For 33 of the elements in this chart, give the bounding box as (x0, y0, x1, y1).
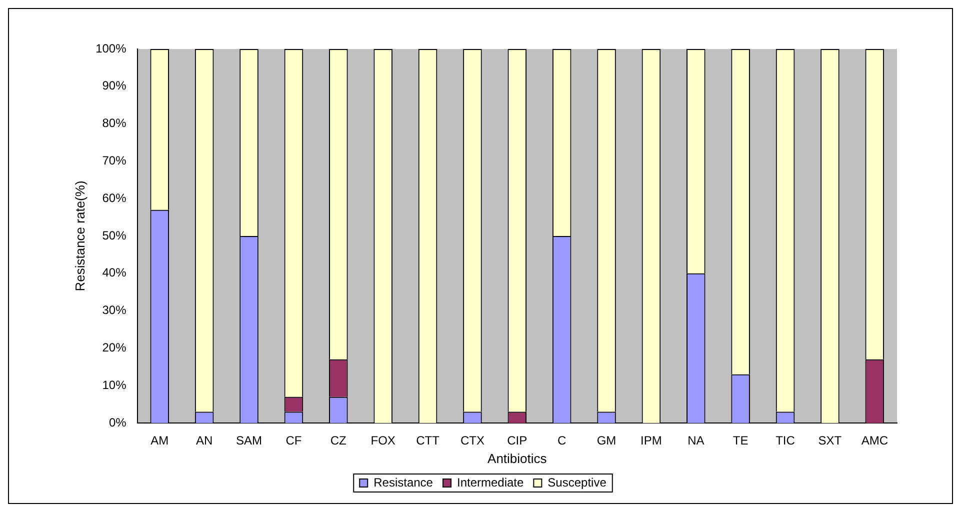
y-tick-label: 40% (102, 266, 127, 280)
y-tick-label: 0% (108, 415, 127, 430)
x-tick-label: FOX (370, 434, 396, 448)
x-tick-label: CIP (507, 434, 528, 448)
legend-label: Intermediate (456, 475, 524, 490)
x-tick-label: SAM (236, 434, 262, 448)
y-tick-label: 50% (102, 228, 127, 242)
y-tick-label: 70% (102, 154, 127, 168)
y-tick-label: 20% (102, 340, 127, 355)
x-tick-label: SXT (818, 434, 842, 448)
y-axis-title: Resistance rate(%) (72, 180, 88, 292)
x-tick-label: AMC (861, 434, 888, 448)
y-tick-label: 100% (96, 41, 127, 56)
x-tick-label: TIC (776, 434, 796, 448)
x-tick-label: GM (596, 434, 616, 448)
y-tick-label: 90% (102, 78, 127, 93)
x-tick-label: CF (286, 434, 302, 448)
legend-label: Susceptive (548, 475, 607, 490)
x-tick-label: CTX (460, 434, 484, 448)
x-tick-label: CTT (416, 434, 440, 448)
x-tick-label: IPM (640, 434, 662, 448)
legend-label: Resistance (374, 475, 434, 490)
x-tick-label: AN (196, 434, 213, 448)
y-tick-label: 60% (102, 190, 127, 205)
x-tick-label: AM (150, 434, 169, 448)
x-axis-title: Antibiotics (488, 450, 548, 466)
y-tick-label: 30% (102, 303, 127, 318)
x-tick-label: TE (732, 434, 748, 448)
y-tick-label: 80% (102, 116, 127, 130)
x-tick-label: NA (688, 434, 704, 448)
x-tick-label: CZ (330, 434, 346, 448)
x-tick-label: C (558, 434, 566, 448)
y-tick-label: 10% (102, 378, 127, 392)
